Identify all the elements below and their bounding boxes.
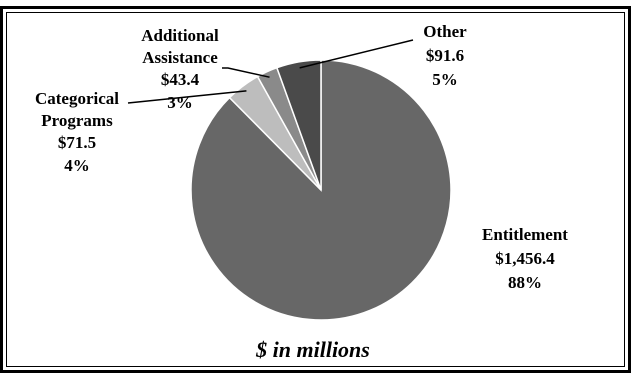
slice-value-entitlement: $1,456.4 xyxy=(495,249,555,268)
slice-label-categorical-line1: Categorical xyxy=(35,89,119,108)
chart-border-outer xyxy=(0,6,631,373)
clipped-title-fragment xyxy=(0,0,631,6)
chart-border-inner xyxy=(6,12,625,367)
slice-percent-categorical: 4% xyxy=(64,156,90,175)
slice-value-other: $91.6 xyxy=(426,46,464,65)
pie-slices xyxy=(190,59,452,321)
slice-label-additional-line1: Additional xyxy=(141,26,219,45)
slice-label-entitlement: Entitlement xyxy=(482,225,568,244)
leader-line-additional-assistance xyxy=(222,67,270,78)
slice-value-categorical: $71.5 xyxy=(58,133,96,152)
slice-percent-additional: 3% xyxy=(167,93,193,112)
pie-slice-other xyxy=(275,59,322,191)
slice-label-other: Other xyxy=(423,22,467,41)
slice-label-additional-line2: Assistance xyxy=(142,48,218,67)
slice-value-additional: $43.4 xyxy=(161,70,200,89)
slice-percent-other: 5% xyxy=(432,70,458,89)
leader-line-categorical-programs xyxy=(127,90,247,104)
leader-line-other xyxy=(299,39,414,69)
leader-lines xyxy=(127,39,414,104)
unit-note: $ in millions xyxy=(255,337,370,362)
slice-label-categorical-line2: Programs xyxy=(41,111,113,130)
slice-percent-entitlement: 88% xyxy=(508,273,542,292)
